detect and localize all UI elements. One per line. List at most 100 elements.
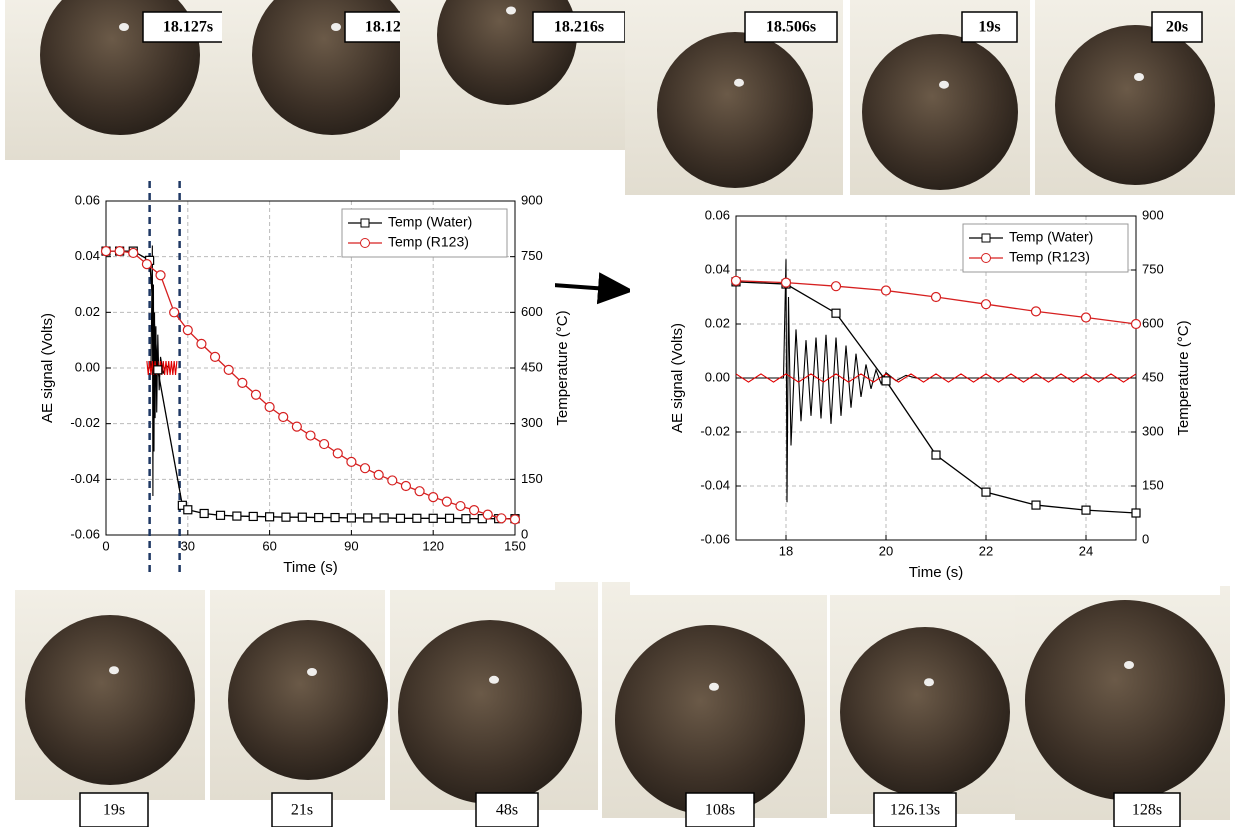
circle-marker <box>1132 320 1141 329</box>
circle-marker <box>238 378 247 387</box>
y-tick-label: -0.02 <box>700 423 730 438</box>
y2-tick-label: 150 <box>1142 477 1164 492</box>
charts: 0306090120150-0.06-0.04-0.020.000.020.04… <box>39 181 1220 595</box>
circle-marker <box>832 282 841 291</box>
sphere <box>25 615 195 785</box>
circle-marker <box>197 339 206 348</box>
x-tick-label: 20 <box>879 543 893 558</box>
x-tick-label: 24 <box>1079 543 1093 558</box>
square-marker <box>429 514 437 522</box>
figure: 18.127s18.128s18.216s18.506s19s20s19s21s… <box>0 0 1236 827</box>
photo-label: 21s <box>291 802 313 819</box>
square-marker <box>266 513 274 521</box>
y-tick-label: -0.04 <box>700 477 730 492</box>
sphere <box>1025 600 1225 800</box>
square-marker <box>832 309 840 317</box>
photo-label: 18.216s <box>554 19 604 36</box>
highlight <box>109 666 119 674</box>
circle-marker <box>320 440 329 449</box>
square-marker <box>1132 509 1140 517</box>
circle-marker <box>265 402 274 411</box>
square-marker <box>882 377 890 385</box>
circle-marker <box>429 493 438 502</box>
y-axis-title: AE signal (Volts) <box>39 313 56 423</box>
photo-label: 18.127s <box>163 19 213 36</box>
y2-tick-label: 0 <box>1142 531 1149 546</box>
x-tick-label: 18 <box>779 543 793 558</box>
y2-tick-label: 900 <box>521 192 543 207</box>
legend-marker <box>361 219 369 227</box>
circle-marker <box>732 276 741 285</box>
highlight <box>924 678 934 686</box>
legend-marker <box>982 234 990 242</box>
square-marker <box>184 506 192 514</box>
square-marker <box>982 488 990 496</box>
square-marker <box>217 511 225 519</box>
y2-tick-label: 600 <box>521 304 543 319</box>
circle-marker <box>483 510 492 519</box>
y-tick-label: 0.00 <box>705 369 730 384</box>
y2-tick-label: 300 <box>521 415 543 430</box>
circle-marker <box>306 431 315 440</box>
y2-tick-label: 450 <box>1142 369 1164 384</box>
square-marker <box>200 509 208 517</box>
x-axis-title: Time (s) <box>283 559 337 576</box>
legend-label: Temp (R123) <box>388 234 469 250</box>
x-tick-label: 30 <box>181 538 195 553</box>
circle-marker <box>115 247 124 256</box>
legend-label: Temp (Water) <box>1009 229 1093 245</box>
y2-axis-title: Temperature (°C) <box>554 310 571 425</box>
x-tick-label: 90 <box>344 538 358 553</box>
x-tick-label: 22 <box>979 543 993 558</box>
circle-marker <box>251 390 260 399</box>
circle-marker <box>156 271 165 280</box>
highlight <box>506 7 516 15</box>
y-axis-title: AE signal (Volts) <box>669 323 686 433</box>
y-tick-label: -0.04 <box>70 471 100 486</box>
circle-marker <box>511 515 520 524</box>
circle-marker <box>333 449 342 458</box>
sphere <box>840 627 1010 797</box>
y2-tick-label: 300 <box>1142 423 1164 438</box>
x-axis-title: Time (s) <box>909 564 963 581</box>
highlight <box>1124 661 1134 669</box>
square-marker <box>396 514 404 522</box>
circle-marker <box>415 487 424 496</box>
circle-marker <box>497 514 506 523</box>
highlight <box>119 23 129 31</box>
legend-label: Temp (Water) <box>388 214 472 230</box>
legend-marker <box>982 254 991 263</box>
y2-tick-label: 600 <box>1142 315 1164 330</box>
sphere <box>862 34 1018 190</box>
square-marker <box>932 451 940 459</box>
y-tick-label: 0.02 <box>705 315 730 330</box>
circle-marker <box>1032 307 1041 316</box>
y-tick-label: 0.02 <box>75 304 100 319</box>
square-marker <box>249 512 257 520</box>
circle-marker <box>224 365 233 374</box>
circle-marker <box>882 286 891 295</box>
y-tick-label: -0.02 <box>70 415 100 430</box>
sphere <box>228 620 388 780</box>
photo-label: 108s <box>705 802 735 819</box>
square-marker <box>347 514 355 522</box>
y2-tick-label: 750 <box>1142 261 1164 276</box>
circle-marker <box>292 422 301 431</box>
circle-marker <box>129 248 138 257</box>
highlight <box>1134 73 1144 81</box>
circle-marker <box>470 506 479 515</box>
photo-label: 126.13s <box>890 802 940 819</box>
square-marker <box>233 512 241 520</box>
y-tick-label: 0.06 <box>75 192 100 207</box>
highlight <box>734 79 744 87</box>
square-marker <box>462 515 470 523</box>
square-marker <box>298 513 306 521</box>
photo-label: 128s <box>1132 802 1162 819</box>
highlight <box>331 23 341 31</box>
circle-marker <box>442 497 451 506</box>
highlight <box>709 683 719 691</box>
circle-marker <box>279 412 288 421</box>
square-marker <box>331 514 339 522</box>
sphere <box>398 620 582 804</box>
